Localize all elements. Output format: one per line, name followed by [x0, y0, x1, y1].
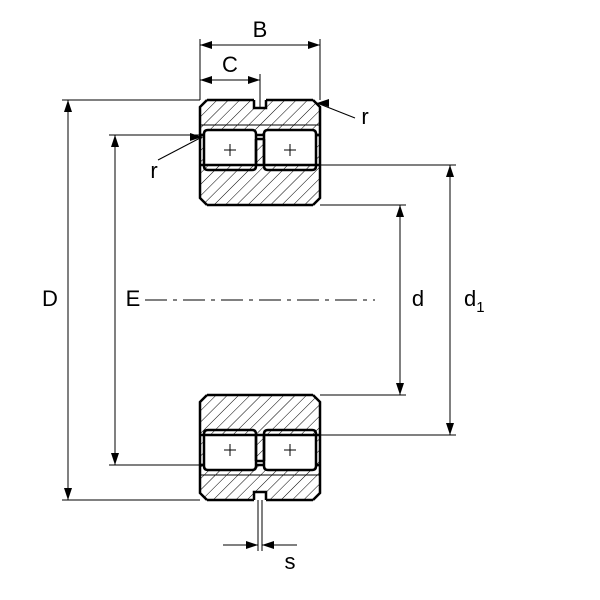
svg-text:r: r	[361, 104, 368, 129]
svg-text:E: E	[126, 286, 141, 311]
svg-text:d1: d1	[464, 286, 485, 316]
svg-text:B: B	[253, 17, 268, 42]
svg-text:r: r	[150, 158, 157, 183]
svg-text:s: s	[285, 549, 296, 574]
svg-text:C: C	[222, 52, 238, 77]
svg-text:d: d	[412, 286, 424, 311]
bearing-cross-section-diagram: BCs D Ed d1 r r	[0, 0, 600, 600]
svg-text:D: D	[42, 286, 58, 311]
